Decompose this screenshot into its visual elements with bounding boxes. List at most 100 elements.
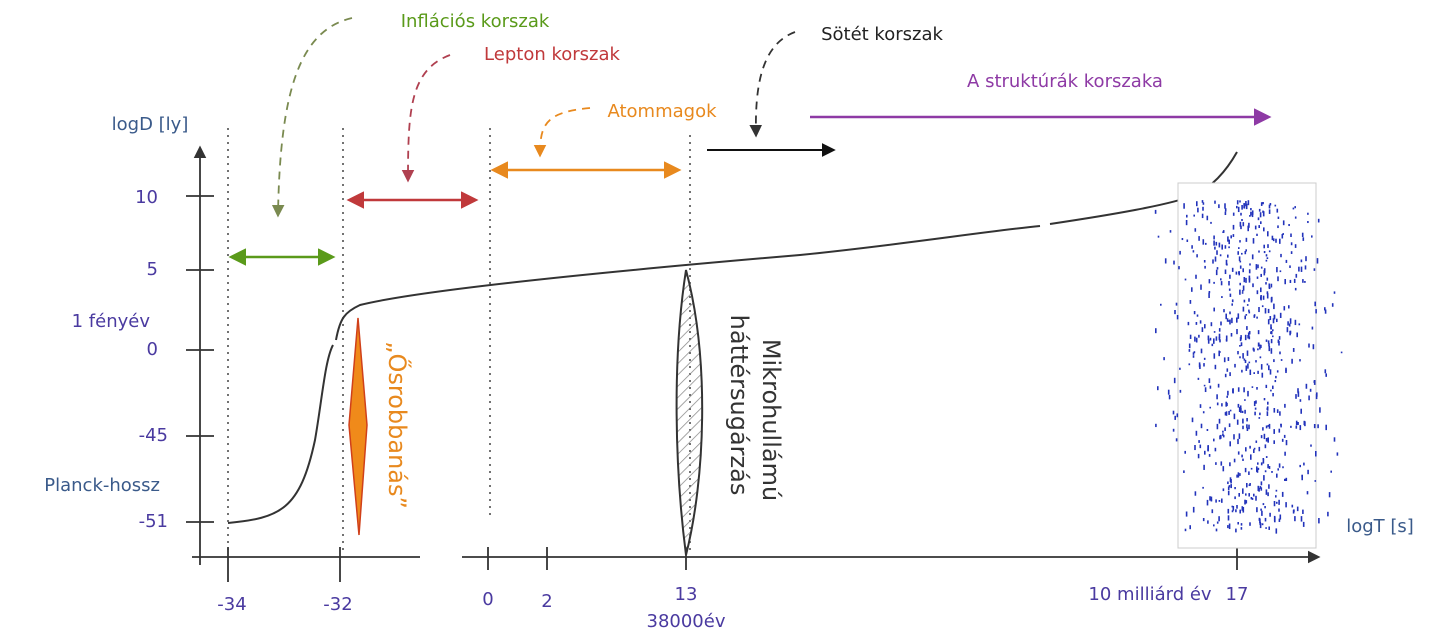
annotation: Mikrohullámú (757, 339, 785, 501)
speck (1336, 452, 1339, 456)
speck (1229, 293, 1232, 297)
x-label: 0 (482, 589, 493, 610)
speck (1196, 201, 1198, 207)
speck (1240, 212, 1242, 216)
speck (1289, 279, 1292, 283)
speck (1235, 528, 1237, 533)
speck (1245, 447, 1247, 452)
speck (1184, 528, 1187, 532)
speck (1248, 298, 1250, 302)
speck (1306, 491, 1309, 495)
speck (1222, 430, 1224, 433)
speck (1292, 509, 1295, 514)
speck (1273, 440, 1275, 444)
speck (1285, 502, 1287, 508)
speck (1269, 203, 1272, 206)
speck (1244, 251, 1247, 255)
speck (1227, 254, 1229, 258)
speck (1279, 312, 1282, 319)
era-label: A struktúrák korszaka (967, 71, 1163, 92)
speck (1279, 514, 1282, 520)
speck (1252, 283, 1254, 288)
speck (1230, 484, 1232, 489)
speck (1297, 391, 1300, 397)
speck (1307, 469, 1309, 475)
speck (1199, 404, 1202, 408)
speck (1210, 498, 1213, 502)
speck (1201, 327, 1204, 332)
speck (1244, 359, 1247, 364)
speck (1192, 355, 1195, 358)
speck (1183, 470, 1185, 473)
speck (1204, 324, 1206, 329)
speck (1201, 213, 1204, 219)
speck (1214, 447, 1217, 452)
speck (1278, 463, 1281, 468)
speck (1316, 258, 1319, 264)
pointer (271, 17, 353, 218)
era-label: Sötét korszak (821, 24, 943, 45)
speck (1210, 322, 1213, 327)
speck (1245, 314, 1248, 316)
speck (1183, 203, 1185, 209)
speck (1242, 285, 1245, 291)
speck (1218, 500, 1221, 502)
speck (1227, 357, 1230, 361)
speck (1189, 300, 1192, 304)
speck (1261, 305, 1264, 308)
speck (1250, 497, 1253, 500)
speck (1234, 363, 1236, 368)
speck (1276, 208, 1279, 213)
speck (1294, 516, 1296, 522)
speck (1188, 343, 1191, 349)
speck (1154, 209, 1157, 214)
speck (1285, 367, 1287, 374)
speck (1236, 329, 1238, 335)
speck (1220, 278, 1222, 281)
speck (1221, 244, 1223, 250)
speck (1268, 484, 1270, 489)
speck (1249, 369, 1252, 375)
speck (1268, 346, 1271, 352)
speck (1239, 200, 1241, 203)
speck (1267, 425, 1270, 427)
speck (1245, 237, 1248, 242)
speck (1259, 486, 1262, 489)
speck (1263, 244, 1265, 249)
speck (1209, 385, 1212, 389)
speck (1269, 512, 1271, 517)
speck (1299, 425, 1302, 431)
speck (1242, 488, 1244, 494)
speck (1186, 239, 1189, 242)
speck (1218, 336, 1221, 341)
speck (1302, 521, 1305, 527)
speck (1197, 453, 1200, 459)
speck (1198, 362, 1201, 368)
speck (1169, 230, 1172, 233)
speck (1244, 334, 1247, 341)
speck (1289, 265, 1291, 268)
speck (1242, 458, 1244, 461)
speck (1195, 430, 1198, 436)
y-label: 5 (147, 259, 158, 280)
speck (1224, 427, 1226, 432)
speck (1298, 266, 1300, 272)
speck (1267, 492, 1269, 497)
speck (1256, 276, 1259, 279)
speck (1248, 471, 1250, 475)
speck (1244, 315, 1246, 320)
speck (1229, 274, 1231, 279)
speck (1255, 495, 1257, 501)
speck (1219, 435, 1221, 440)
speck (1207, 445, 1209, 451)
speck (1251, 497, 1254, 500)
speck (1208, 378, 1211, 384)
speck (1239, 473, 1241, 476)
speck (1239, 405, 1242, 411)
speck (1236, 419, 1239, 425)
speck (1300, 516, 1303, 522)
speck (1248, 361, 1251, 364)
speck (1278, 336, 1281, 340)
speck (1244, 499, 1246, 505)
speck (1224, 269, 1227, 275)
